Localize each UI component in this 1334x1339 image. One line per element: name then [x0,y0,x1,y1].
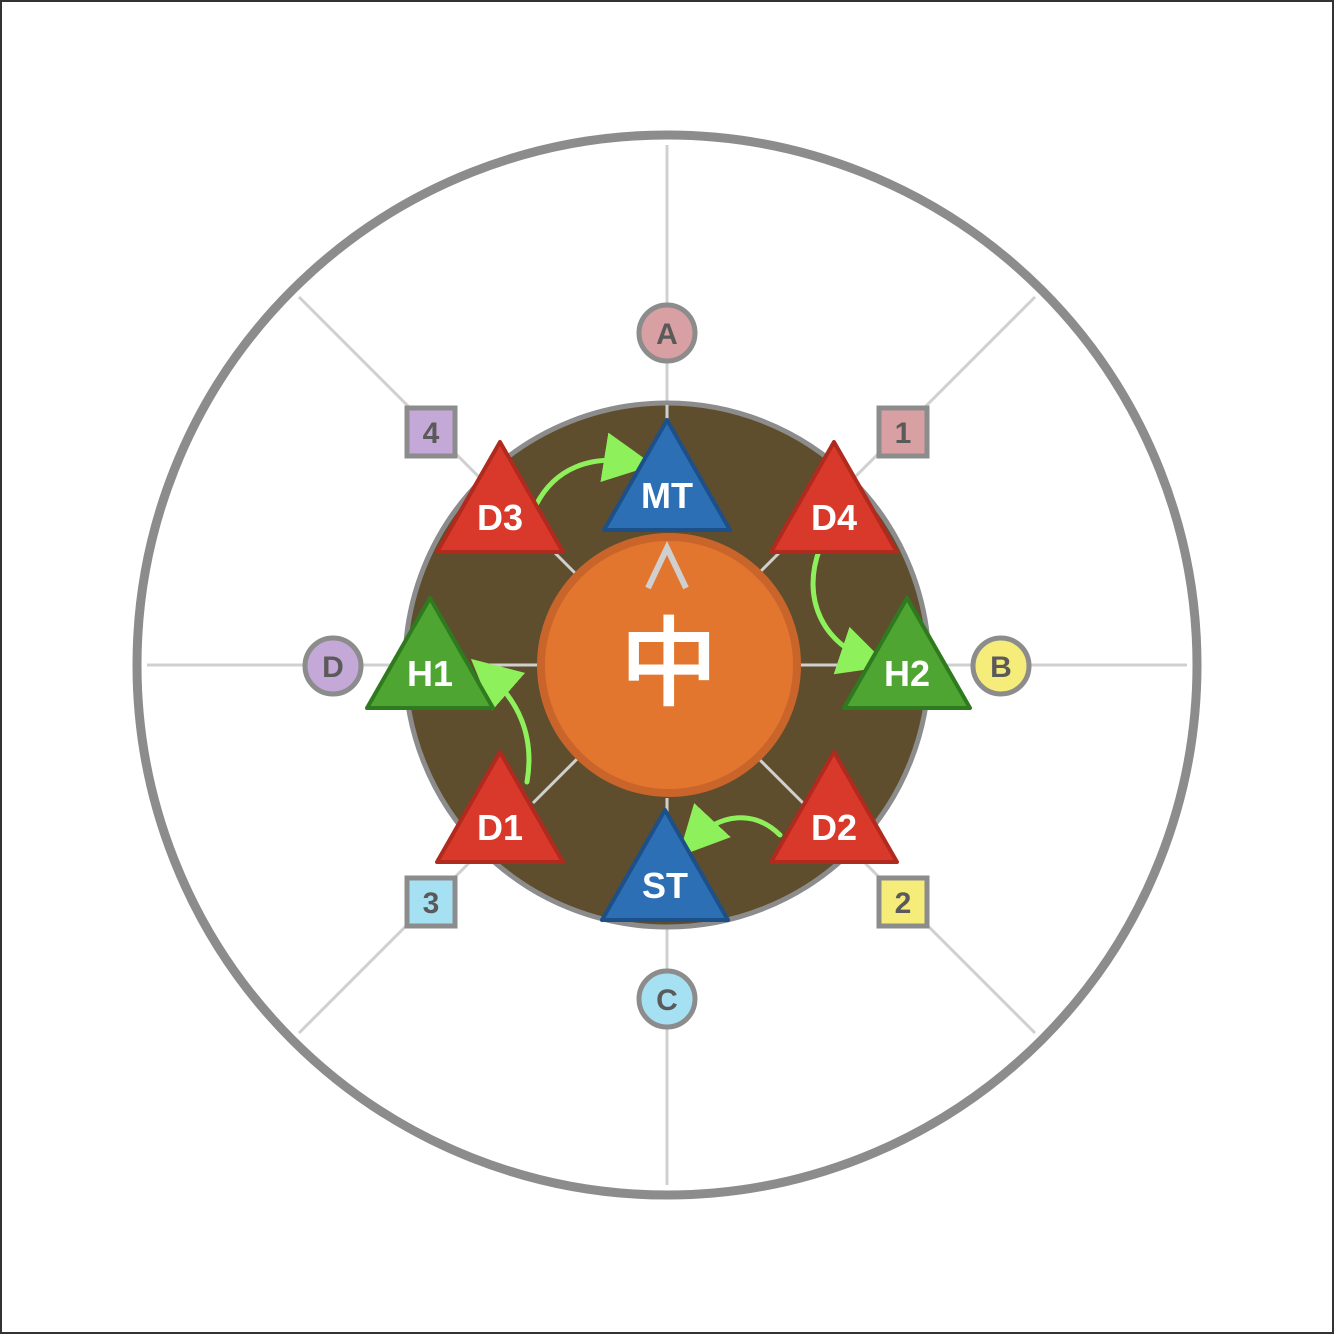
player-mt-marker [602,418,732,532]
waymark-1-marker [876,405,930,459]
player-d2-marker [769,750,899,864]
waymark-a-label: A [656,318,678,351]
player-d2-label: D2 [811,807,857,848]
movement-arrows [470,432,889,857]
inner-spoke-sw [531,757,579,805]
waymark-4-marker [404,405,458,459]
arrow-d1-to-h1 [470,658,532,785]
player-d3-marker [435,440,565,554]
player-st: ST [600,808,730,922]
arrow-d2-to-st [678,803,783,857]
player-h2: H2 [842,596,972,710]
player-mt: MT [602,418,732,532]
waymark-b-label: B [990,651,1012,684]
boss-facing-icon [645,541,689,590]
waymark-3-label: 3 [423,887,440,920]
waymark-d: D [302,635,364,697]
waymark-b: B [970,635,1032,697]
waymark-b-marker [970,635,1032,697]
player-d4-marker [769,440,899,554]
inner-spoke-se [757,757,805,805]
waymark-1: 1 [876,405,930,459]
arrow-d4-to-h2 [810,545,889,675]
player-h2-label: H2 [884,653,930,694]
waymark-1-label: 1 [895,417,912,450]
player-d2: D2 [769,750,899,864]
waymark-c-label: C [656,984,678,1017]
players: MT ST H1 H2 D1 D2 D3 D4 [365,418,972,922]
waymark-c: C [636,968,698,1030]
player-d1: D1 [435,750,565,864]
player-d4: D4 [769,440,899,554]
arrow-d3-to-mt [533,432,654,508]
player-d4-label: D4 [811,497,857,538]
player-h2-marker [842,596,972,710]
waymark-3-marker [404,875,458,929]
waymark-d-label: D [322,651,344,684]
inner-spoke-ne [757,551,781,575]
player-st-label: ST [642,865,688,906]
player-st-marker [600,808,730,922]
waymark-c-marker [636,968,698,1030]
boss-hitbox [537,533,801,797]
waymark-4-label: 4 [423,417,440,450]
player-d3: D3 [435,440,565,554]
player-h1-marker [365,596,495,710]
waymark-4: 4 [404,405,458,459]
player-d1-marker [435,750,565,864]
boss-label: 中 [621,608,717,720]
waymark-a: A [636,302,698,364]
player-h1-label: H1 [407,653,453,694]
waymark-2-label: 2 [895,887,912,920]
waymark-a-marker [636,302,698,364]
player-h1: H1 [365,596,495,710]
player-mt-label: MT [641,475,693,516]
player-d3-label: D3 [477,497,523,538]
player-d1-label: D1 [477,807,523,848]
inner-spoke-nw [553,551,577,575]
boss: 中 [537,533,801,797]
waymark-3: 3 [404,875,458,929]
waymark-d-marker [302,635,364,697]
waymark-2: 2 [876,875,930,929]
waymark-2-marker [876,875,930,929]
